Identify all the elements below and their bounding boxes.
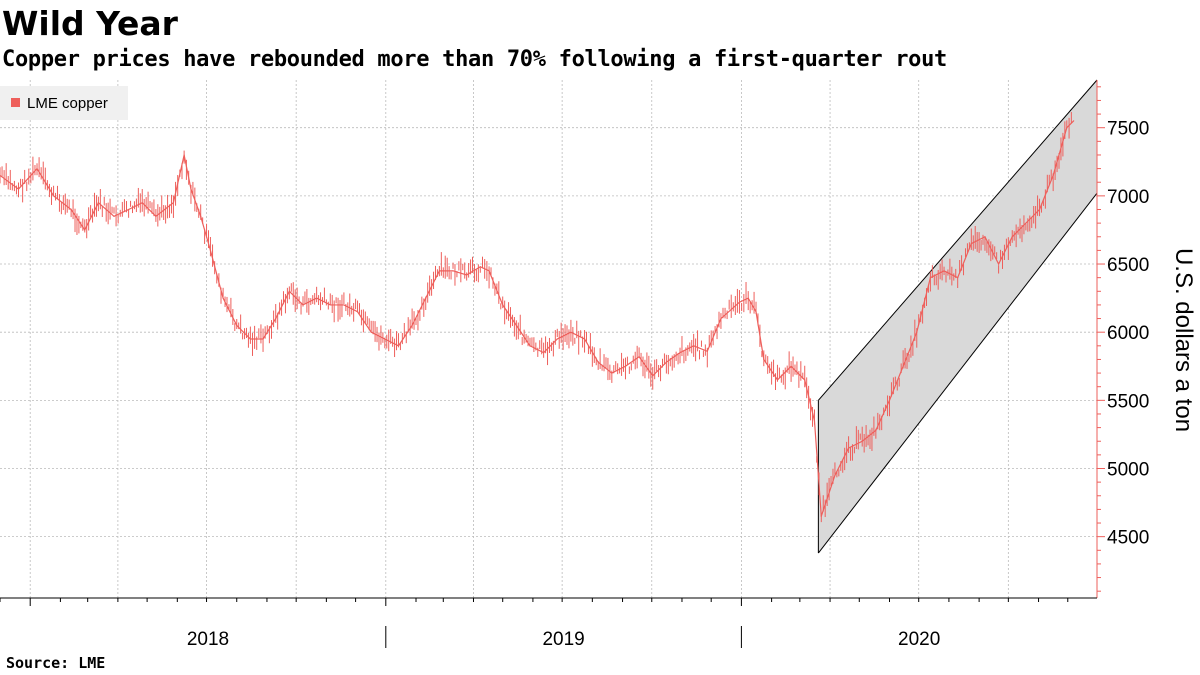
y-tick-label: 6500	[1107, 255, 1149, 276]
y-tick-label: 4500	[1107, 528, 1149, 549]
y-axis-title: U.S. dollars a ton	[1170, 248, 1197, 432]
x-period-label: 2019	[542, 629, 584, 650]
y-tick-label: 6000	[1107, 323, 1149, 344]
gridlines	[0, 80, 1097, 598]
series-line	[0, 120, 1075, 517]
chart-title: Wild Year	[2, 4, 178, 43]
series-lme-copper	[0, 112, 1075, 523]
trend-channel	[817, 79, 1098, 554]
y-tick-label: 7500	[1107, 119, 1149, 140]
channel-upper-line	[817, 79, 1098, 401]
legend: LME copper	[0, 86, 128, 120]
channel-fill	[818, 80, 1097, 554]
legend-label: LME copper	[27, 95, 108, 112]
legend-background	[0, 86, 128, 120]
axes: 4500 5000 5500 6000 6500 7000 7500 2018 2019 2020	[0, 80, 1149, 650]
y-tick-label: 5000	[1107, 460, 1149, 481]
source-note: Source: LME	[6, 654, 106, 672]
chart-subtitle: Copper prices have rebounded more than 7…	[2, 47, 947, 72]
x-period-label: 2018	[187, 629, 229, 650]
legend-swatch	[11, 98, 20, 107]
x-period-label: 2020	[898, 629, 940, 650]
y-tick-label: 5500	[1107, 391, 1149, 412]
channel-lower-line	[817, 192, 1098, 554]
y-tick-label: 7000	[1107, 187, 1149, 208]
